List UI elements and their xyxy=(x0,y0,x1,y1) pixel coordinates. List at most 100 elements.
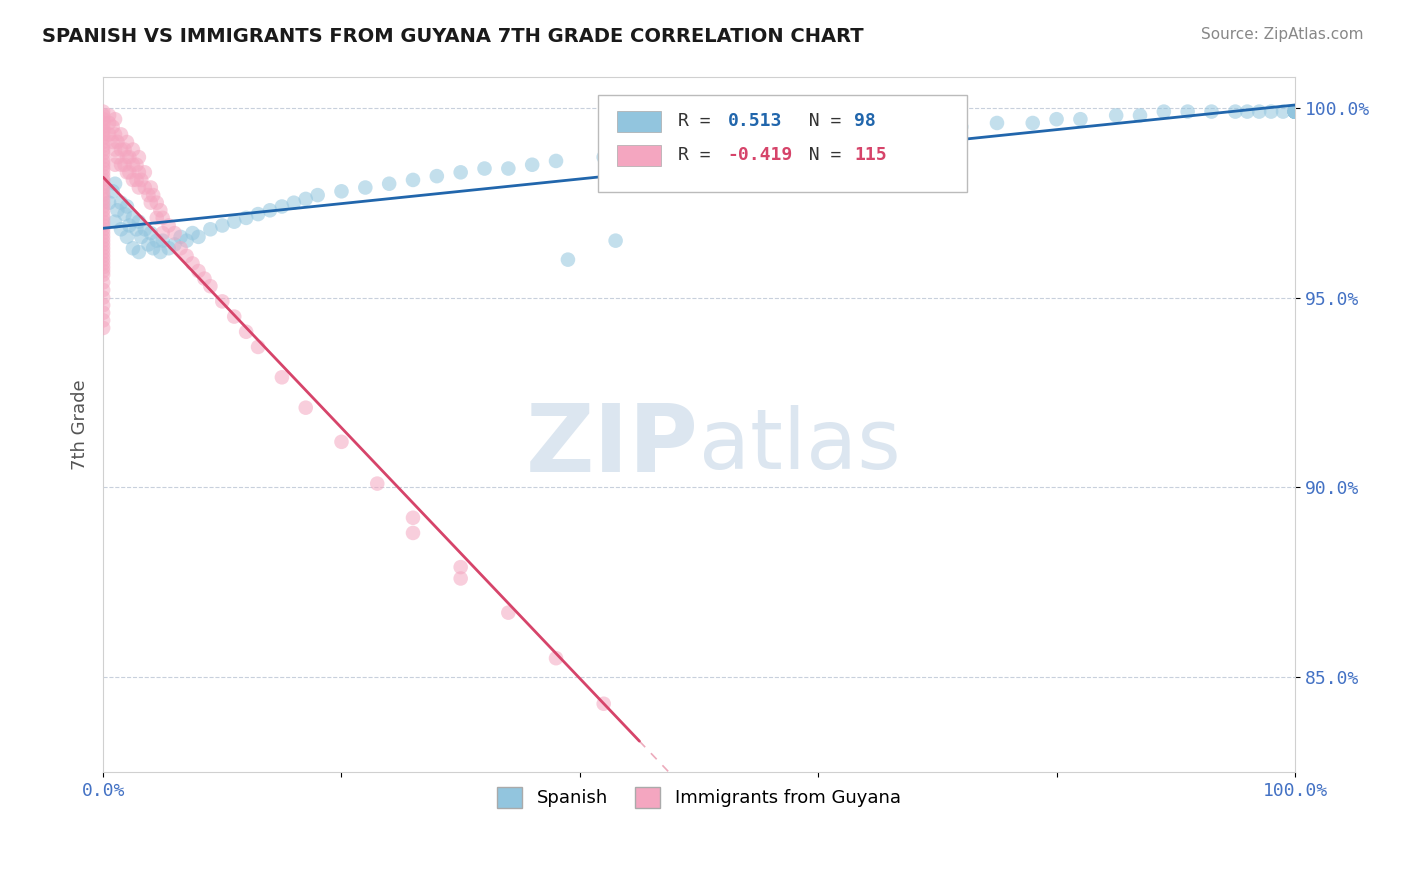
Point xyxy=(247,340,270,354)
Point xyxy=(402,525,425,540)
Point xyxy=(91,226,114,240)
Point xyxy=(122,143,145,157)
Point xyxy=(759,135,782,149)
Point xyxy=(98,108,121,122)
Point xyxy=(1284,104,1306,119)
Point xyxy=(145,195,167,210)
Point xyxy=(115,230,138,244)
Text: Source: ZipAtlas.com: Source: ZipAtlas.com xyxy=(1201,27,1364,42)
Point xyxy=(187,264,209,278)
Point xyxy=(163,226,186,240)
Point xyxy=(91,241,114,255)
Point xyxy=(110,195,132,210)
Point xyxy=(235,325,257,339)
Point xyxy=(1045,112,1067,127)
Point xyxy=(91,313,114,327)
Point xyxy=(98,195,121,210)
Point xyxy=(247,207,270,221)
Point xyxy=(224,215,246,229)
Point xyxy=(139,180,162,194)
Point xyxy=(378,177,401,191)
Text: R =: R = xyxy=(678,146,721,164)
Point xyxy=(224,310,246,324)
Point xyxy=(91,321,114,335)
Point xyxy=(1284,104,1306,119)
Point xyxy=(1284,104,1306,119)
Point xyxy=(152,226,174,240)
Point xyxy=(91,252,114,267)
Point xyxy=(91,306,114,320)
Point xyxy=(176,249,198,263)
Point xyxy=(98,128,121,142)
Point xyxy=(134,180,156,194)
Point xyxy=(91,177,114,191)
Point xyxy=(128,150,150,164)
Point xyxy=(122,158,145,172)
FancyBboxPatch shape xyxy=(617,145,661,166)
Point xyxy=(91,184,114,198)
Point xyxy=(724,138,747,153)
Point xyxy=(91,143,114,157)
Point xyxy=(1284,104,1306,119)
Point xyxy=(115,135,138,149)
Point xyxy=(91,291,114,305)
Point xyxy=(110,143,132,157)
Point xyxy=(91,245,114,260)
Point xyxy=(91,135,114,149)
Point xyxy=(1236,104,1258,119)
Point xyxy=(91,219,114,233)
Point xyxy=(91,199,114,213)
Point xyxy=(91,222,114,236)
Point xyxy=(152,234,174,248)
Point xyxy=(107,203,129,218)
Point xyxy=(169,241,191,255)
Point xyxy=(91,169,114,183)
Point xyxy=(950,120,973,134)
Text: SPANISH VS IMMIGRANTS FROM GUYANA 7TH GRADE CORRELATION CHART: SPANISH VS IMMIGRANTS FROM GUYANA 7TH GR… xyxy=(42,27,863,45)
Point xyxy=(544,651,567,665)
Legend: Spanish, Immigrants from Guyana: Spanish, Immigrants from Guyana xyxy=(489,780,908,815)
Point xyxy=(181,226,204,240)
Point xyxy=(1284,104,1306,119)
Point xyxy=(664,146,686,161)
Point xyxy=(129,230,152,244)
Point xyxy=(1177,104,1199,119)
Point xyxy=(1272,104,1295,119)
Point xyxy=(145,211,167,225)
Point xyxy=(1284,104,1306,119)
Point xyxy=(592,150,614,164)
Point xyxy=(91,158,114,172)
Point xyxy=(91,116,114,130)
Point xyxy=(122,241,145,255)
Point xyxy=(1105,108,1128,122)
Point xyxy=(193,271,215,285)
Point xyxy=(450,560,472,574)
Point xyxy=(91,264,114,278)
Point xyxy=(1153,104,1175,119)
Point xyxy=(294,192,316,206)
FancyBboxPatch shape xyxy=(598,95,967,192)
Point xyxy=(1284,104,1306,119)
Point xyxy=(211,294,233,309)
Y-axis label: 7th Grade: 7th Grade xyxy=(72,379,89,470)
Point xyxy=(1129,108,1152,122)
Point xyxy=(91,260,114,275)
Point xyxy=(134,165,156,179)
Point xyxy=(110,128,132,142)
Point xyxy=(557,252,579,267)
Point xyxy=(122,173,145,187)
Point xyxy=(91,276,114,290)
Point xyxy=(104,112,127,127)
Point xyxy=(927,120,949,134)
Point xyxy=(91,283,114,297)
Point xyxy=(187,230,209,244)
Point xyxy=(149,245,172,260)
Point xyxy=(1284,104,1306,119)
Point xyxy=(1284,104,1306,119)
Point xyxy=(176,234,198,248)
Point xyxy=(294,401,316,415)
Point xyxy=(270,199,292,213)
Text: N =: N = xyxy=(787,146,852,164)
Point xyxy=(138,188,160,202)
Point xyxy=(307,188,329,202)
